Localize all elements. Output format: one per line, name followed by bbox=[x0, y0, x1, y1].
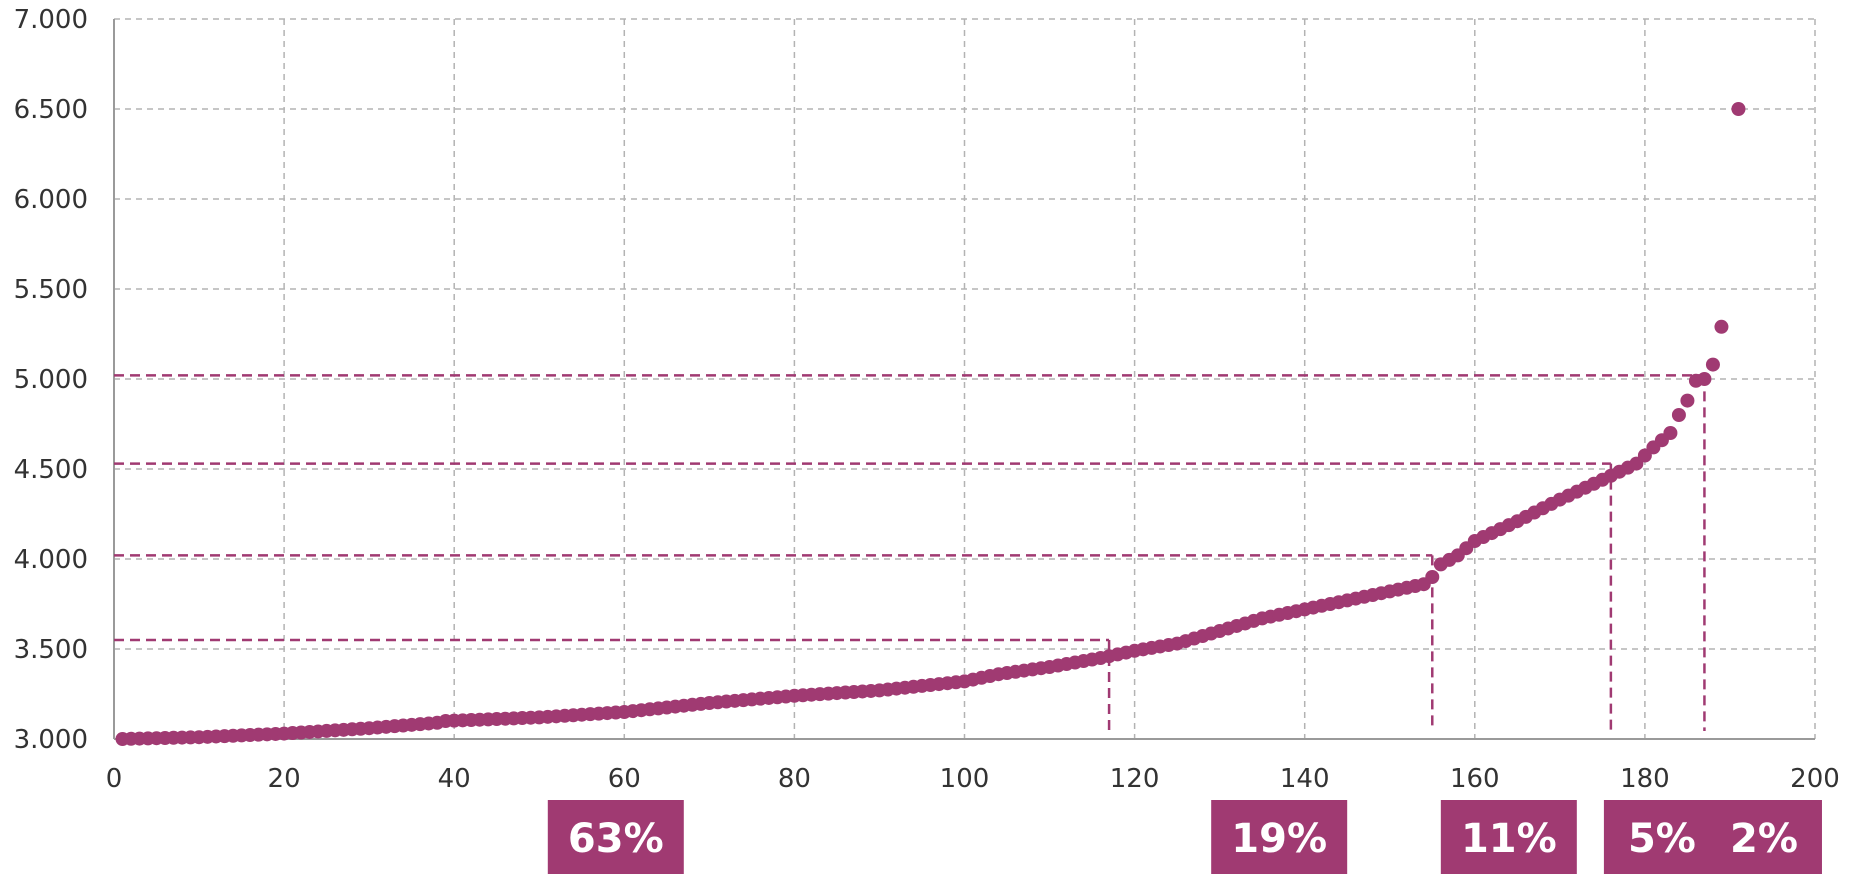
y-tick-label: 6.500 bbox=[14, 95, 88, 125]
y-tick-label: 4.500 bbox=[14, 455, 88, 485]
y-tick-label: 6.000 bbox=[14, 185, 88, 215]
axes bbox=[113, 19, 1815, 740]
data-point bbox=[1680, 393, 1695, 408]
y-tick-label: 5.000 bbox=[14, 365, 88, 395]
x-tick-label: 180 bbox=[1620, 764, 1670, 794]
y-tick-label: 4.000 bbox=[14, 545, 88, 575]
y-axis-tick-labels: 3.000 3.500 4.000 4.500 5.000 5.500 6.000 6.500… bbox=[14, 5, 88, 755]
segment-badge bbox=[1603, 800, 1720, 874]
x-tick-label: 100 bbox=[940, 764, 990, 794]
grid-lines bbox=[114, 18, 1816, 739]
x-tick-label: 80 bbox=[778, 764, 811, 794]
x-tick-label: 120 bbox=[1110, 764, 1160, 794]
data-point bbox=[1671, 408, 1686, 422]
y-tick-label: 3.500 bbox=[14, 635, 88, 665]
y-tick-label: 7.000 bbox=[14, 5, 88, 35]
segment-badges: 63% 19% 11% 5% 2% bbox=[547, 800, 1822, 874]
x-axis-tick-labels: 0 20 40 60 80 100 120 140 160 180 200 bbox=[106, 764, 1840, 794]
threshold-lines bbox=[114, 374, 1706, 731]
data-point bbox=[1425, 570, 1440, 584]
segment-badge bbox=[547, 800, 684, 874]
data-point bbox=[1714, 319, 1729, 334]
data-point bbox=[1705, 357, 1720, 372]
segment-badge bbox=[1211, 800, 1348, 874]
data-point bbox=[1697, 372, 1712, 386]
x-tick-label: 60 bbox=[608, 764, 641, 794]
data-points bbox=[115, 102, 1746, 746]
y-tick-label: 5.500 bbox=[14, 275, 88, 305]
y-tick-label: 3.000 bbox=[14, 725, 88, 755]
x-tick-label: 20 bbox=[268, 764, 301, 794]
data-point bbox=[1731, 102, 1746, 116]
segment-badge bbox=[1705, 800, 1822, 874]
x-tick-label: 40 bbox=[438, 764, 471, 794]
x-tick-label: 140 bbox=[1280, 764, 1330, 794]
x-tick-label: 160 bbox=[1450, 764, 1500, 794]
data-point bbox=[1663, 426, 1678, 440]
segment-badge-label: 19% bbox=[1231, 816, 1327, 862]
segment-badge bbox=[1440, 800, 1577, 874]
segment-badge-label: 5% bbox=[1628, 816, 1696, 862]
segment-badge-label: 11% bbox=[1461, 816, 1557, 862]
segment-badge-label: 2% bbox=[1730, 816, 1798, 862]
x-tick-label: 0 bbox=[106, 764, 123, 794]
x-tick-label: 200 bbox=[1790, 764, 1840, 794]
segment-badge-label: 63% bbox=[568, 816, 664, 862]
